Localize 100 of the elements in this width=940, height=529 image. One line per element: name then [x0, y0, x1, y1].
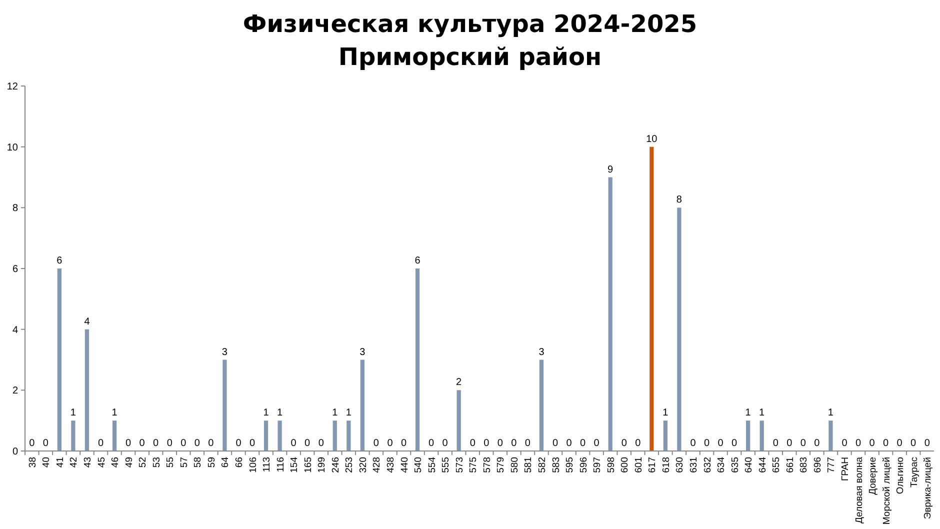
x-tick-label: 618: [660, 457, 672, 473]
data-label: 1: [828, 408, 834, 419]
x-tick-label: 438: [385, 457, 396, 473]
bar: [360, 360, 364, 451]
data-label: 0: [855, 438, 862, 449]
bar: [346, 420, 351, 451]
x-tick-label: 165: [302, 457, 314, 473]
x-tick-label: 598: [606, 457, 617, 473]
x-tick-label: 116: [275, 457, 286, 472]
x-tick-label: 580: [509, 457, 520, 473]
x-tick-label: Доверие: [868, 457, 879, 495]
y-tick-label: 2: [12, 386, 18, 397]
x-tick-label: 45: [96, 457, 108, 468]
x-tick-label: 583: [550, 457, 562, 473]
x-tick-label: 579: [496, 457, 507, 473]
x-tick-label: 597: [592, 457, 604, 473]
data-label: 0: [290, 438, 297, 449]
data-label: 9: [608, 164, 614, 176]
data-label: 0: [842, 438, 848, 449]
bar: [112, 420, 117, 451]
data-label: 0: [126, 438, 132, 449]
x-tick-label: 600: [620, 457, 631, 473]
x-tick-label: 655: [771, 457, 782, 473]
data-label: 0: [511, 438, 518, 449]
data-label: 6: [414, 256, 421, 266]
x-tick-label: 582: [536, 457, 548, 473]
bar: [415, 268, 420, 451]
data-label: 0: [800, 438, 806, 449]
x-tick-label: 53: [151, 457, 162, 468]
data-label: 0: [166, 438, 173, 449]
x-tick-label: 640: [744, 457, 755, 473]
data-label: 6: [56, 256, 63, 266]
data-label: 0: [153, 438, 160, 449]
bar: [264, 420, 268, 451]
bar: [608, 177, 612, 451]
data-label: 1: [759, 408, 766, 419]
x-tick-label: 683: [798, 457, 810, 473]
data-label: 0: [621, 438, 628, 449]
data-label: 1: [332, 408, 338, 419]
x-tick-label: 49: [124, 457, 135, 468]
data-label: 0: [690, 438, 696, 449]
x-tick-label: 555: [440, 457, 452, 473]
data-label: 0: [387, 438, 394, 449]
x-tick-label: 634: [716, 457, 728, 473]
data-label: 0: [772, 438, 779, 449]
bar: [222, 360, 227, 451]
data-label: 0: [566, 438, 572, 449]
x-tick-label: 154: [289, 457, 300, 473]
x-tick-label: 631: [688, 457, 700, 473]
data-label: 0: [194, 438, 200, 449]
data-label: 0: [497, 438, 504, 449]
bar: [456, 390, 461, 451]
data-label: 0: [470, 438, 476, 449]
x-tick-label: 644: [757, 457, 768, 473]
data-label: 0: [594, 438, 600, 449]
x-tick-label: 320: [358, 457, 369, 473]
data-label: 0: [635, 438, 642, 449]
data-label: 0: [484, 438, 490, 449]
bar: [332, 420, 337, 451]
x-tick-label: 601: [633, 457, 644, 473]
data-label: 0: [139, 438, 146, 449]
data-label: 1: [70, 408, 76, 419]
data-label: 0: [704, 438, 710, 449]
x-tick-label: Ольгино: [895, 457, 906, 494]
y-tick-label: 12: [6, 82, 18, 92]
data-label: 0: [208, 438, 214, 449]
bar: [663, 420, 668, 451]
data-label: 0: [552, 438, 558, 449]
x-tick-label: 428: [372, 457, 383, 473]
data-label: 0: [580, 438, 586, 449]
data-label: 2: [456, 377, 462, 388]
x-tick-label: Морской лицей: [881, 457, 892, 525]
x-tick-label: Деловая волна: [854, 456, 865, 524]
bar: [650, 146, 654, 451]
x-tick-label: 59: [206, 457, 218, 468]
data-label: 0: [442, 438, 448, 449]
x-tick-label: 253: [344, 457, 356, 473]
y-tick-label: 0: [12, 446, 18, 458]
data-label: 0: [180, 438, 187, 449]
x-tick-label: 440: [399, 457, 410, 473]
data-label: 10: [646, 134, 658, 145]
data-label: 1: [346, 408, 352, 419]
x-tick-label: 596: [578, 457, 590, 473]
data-label: 1: [112, 408, 118, 419]
x-tick-label: 617: [647, 457, 658, 473]
data-label: 0: [249, 438, 256, 449]
x-tick-label: 38: [27, 457, 38, 468]
y-tick-label: 8: [12, 203, 18, 214]
x-tick-label: 661: [784, 457, 796, 473]
x-tick-label: 575: [468, 457, 480, 473]
x-tick-label: 554: [426, 457, 438, 473]
x-tick-label: 246: [330, 457, 342, 473]
data-label: 3: [222, 346, 228, 358]
data-label: 1: [263, 408, 270, 419]
x-tick-label: 52: [138, 457, 149, 468]
x-tick-label: 58: [192, 457, 204, 468]
x-tick-label: 630: [674, 457, 686, 473]
x-tick-label: ГРАН: [840, 456, 851, 482]
x-tick-label: 43: [82, 457, 94, 468]
x-tick-label: 199: [316, 457, 328, 473]
